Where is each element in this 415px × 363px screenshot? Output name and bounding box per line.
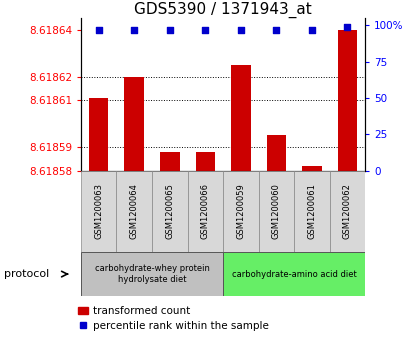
Bar (152, 171, 188, 252)
Bar (223, 252, 365, 296)
Bar (231, 65, 251, 171)
Text: GSM1200059: GSM1200059 (236, 184, 245, 239)
Bar (259, 171, 294, 252)
Bar (124, 77, 144, 171)
Text: GSM1200065: GSM1200065 (165, 184, 174, 239)
Bar (81, 171, 117, 252)
Text: GSM1200064: GSM1200064 (130, 184, 139, 239)
Bar (266, 135, 286, 171)
Bar (89, 98, 108, 171)
Bar (160, 152, 180, 171)
Point (202, 27, 209, 33)
Bar (338, 30, 357, 171)
Text: GSM1200062: GSM1200062 (343, 184, 352, 239)
Point (131, 27, 137, 33)
Point (237, 27, 244, 33)
Text: protocol: protocol (4, 269, 49, 279)
Point (309, 27, 315, 33)
Bar (294, 171, 330, 252)
Legend: transformed count, percentile rank within the sample: transformed count, percentile rank withi… (78, 306, 269, 331)
Bar (117, 171, 152, 252)
Bar (330, 171, 365, 252)
Bar (188, 171, 223, 252)
Text: GSM1200060: GSM1200060 (272, 184, 281, 239)
Bar (302, 166, 322, 171)
Text: carbohydrate-amino acid diet: carbohydrate-amino acid diet (232, 270, 356, 278)
Bar (195, 152, 215, 171)
Title: GDS5390 / 1371943_at: GDS5390 / 1371943_at (134, 2, 312, 18)
Point (166, 27, 173, 33)
Point (344, 24, 351, 30)
Text: GSM1200061: GSM1200061 (308, 184, 316, 239)
Bar (81, 252, 223, 296)
Point (273, 27, 280, 33)
Text: carbohydrate-whey protein
hydrolysate diet: carbohydrate-whey protein hydrolysate di… (95, 264, 210, 284)
Point (95, 27, 102, 33)
Text: GSM1200063: GSM1200063 (94, 183, 103, 240)
Bar (223, 171, 259, 252)
Text: GSM1200066: GSM1200066 (201, 183, 210, 240)
